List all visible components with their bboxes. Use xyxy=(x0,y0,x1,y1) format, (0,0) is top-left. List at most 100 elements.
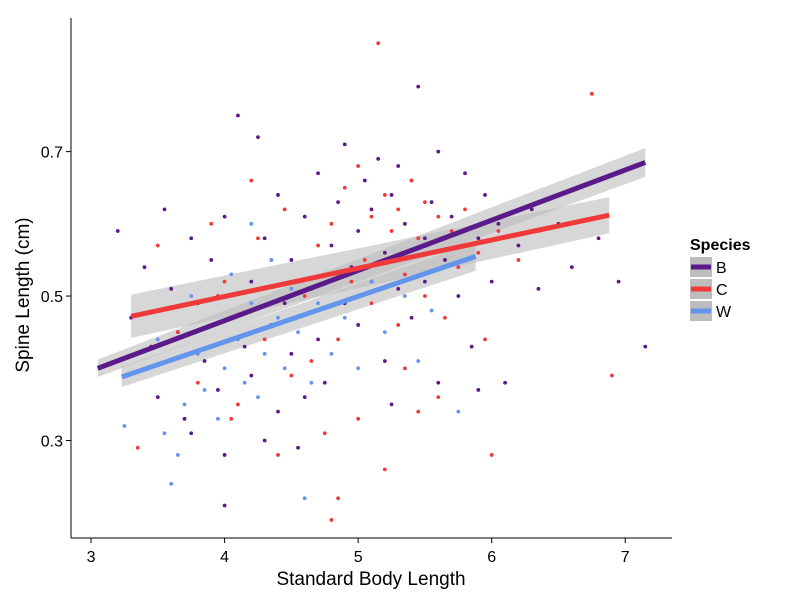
point-C xyxy=(249,178,254,183)
x-tick-label: 7 xyxy=(621,549,630,566)
point-C xyxy=(282,207,287,212)
point-C xyxy=(423,200,427,205)
point-W xyxy=(342,315,347,320)
point-B xyxy=(396,164,401,168)
point-B xyxy=(289,351,294,356)
point-C xyxy=(389,229,394,233)
point-C xyxy=(476,250,481,255)
point-B xyxy=(209,258,214,262)
point-C xyxy=(322,431,327,436)
point-B xyxy=(476,236,481,241)
point-B xyxy=(369,207,374,212)
y-axis-title: Spine Length (cm) xyxy=(13,217,34,372)
point-B xyxy=(402,221,407,226)
point-B xyxy=(262,438,267,443)
point-C xyxy=(209,221,214,226)
point-B xyxy=(216,388,220,392)
point-B xyxy=(596,236,601,241)
point-C xyxy=(402,272,407,277)
point-B xyxy=(382,250,387,255)
point-C xyxy=(589,91,594,96)
point-W xyxy=(216,416,220,421)
point-B xyxy=(396,286,401,291)
x-axis-title: Standard Body Length xyxy=(276,569,465,590)
point-C xyxy=(362,258,367,262)
point-B xyxy=(336,200,341,205)
point-B xyxy=(189,431,194,436)
x-tick-label: 5 xyxy=(354,549,363,566)
y-tick-label: 0.7 xyxy=(41,145,63,162)
point-B xyxy=(529,207,534,212)
point-B xyxy=(456,294,461,298)
point-B xyxy=(536,286,541,291)
point-B xyxy=(616,279,621,284)
point-B xyxy=(256,135,260,140)
point-W xyxy=(202,388,207,392)
point-C xyxy=(416,409,421,414)
point-W xyxy=(256,395,260,400)
point-W xyxy=(249,301,254,306)
point-C xyxy=(229,416,234,421)
point-B xyxy=(496,221,501,226)
point-W xyxy=(229,272,234,277)
y-tick-label: 0.3 xyxy=(41,434,63,451)
y-tick-label: 0.5 xyxy=(41,289,63,306)
point-W xyxy=(356,366,361,371)
x-tick-label: 4 xyxy=(220,549,229,566)
point-C xyxy=(396,323,401,327)
point-B xyxy=(356,323,361,327)
point-B xyxy=(356,229,361,233)
point-B xyxy=(276,193,280,197)
point-W xyxy=(369,279,374,284)
point-B xyxy=(382,359,387,363)
point-C xyxy=(402,366,407,371)
point-B xyxy=(316,337,320,342)
point-C xyxy=(222,279,227,284)
legend-title: Species xyxy=(690,237,751,254)
point-C xyxy=(195,380,200,385)
point-B xyxy=(643,344,648,349)
fit-line-W xyxy=(120,253,477,380)
point-C xyxy=(436,214,441,219)
point-B xyxy=(162,207,167,212)
point-B xyxy=(476,388,481,392)
point-B xyxy=(302,214,307,219)
point-C xyxy=(483,337,487,342)
point-W xyxy=(296,330,300,335)
point-W xyxy=(456,409,461,414)
point-C xyxy=(262,337,267,342)
point-C xyxy=(316,243,320,248)
point-C xyxy=(496,229,501,233)
point-W xyxy=(282,366,287,371)
point-B xyxy=(249,373,254,378)
y-axis-ticks: 0.3 0.5 0.7 xyxy=(41,145,71,451)
point-C xyxy=(135,445,140,450)
point-B xyxy=(436,149,441,154)
point-C xyxy=(276,453,280,457)
point-C xyxy=(376,41,381,46)
point-W xyxy=(249,221,254,226)
point-W xyxy=(402,294,407,298)
point-B xyxy=(236,113,240,118)
point-W xyxy=(416,359,421,363)
point-W xyxy=(329,351,334,356)
point-C xyxy=(349,279,354,284)
legend-label-B: B xyxy=(716,260,727,277)
point-B xyxy=(423,279,427,284)
point-B xyxy=(249,279,254,284)
point-B xyxy=(516,243,521,248)
point-C xyxy=(369,214,374,219)
point-B xyxy=(182,416,187,421)
point-B xyxy=(262,236,267,241)
point-B xyxy=(142,265,147,270)
point-C xyxy=(329,221,334,226)
point-B xyxy=(429,200,434,205)
x-axis-ticks: 3 4 5 6 7 xyxy=(87,538,630,566)
point-W xyxy=(242,380,247,385)
point-C xyxy=(236,402,240,407)
point-C xyxy=(329,518,334,522)
point-B xyxy=(296,445,300,450)
point-C xyxy=(463,207,467,212)
legend-label-W: W xyxy=(716,304,732,321)
point-C xyxy=(309,359,314,363)
